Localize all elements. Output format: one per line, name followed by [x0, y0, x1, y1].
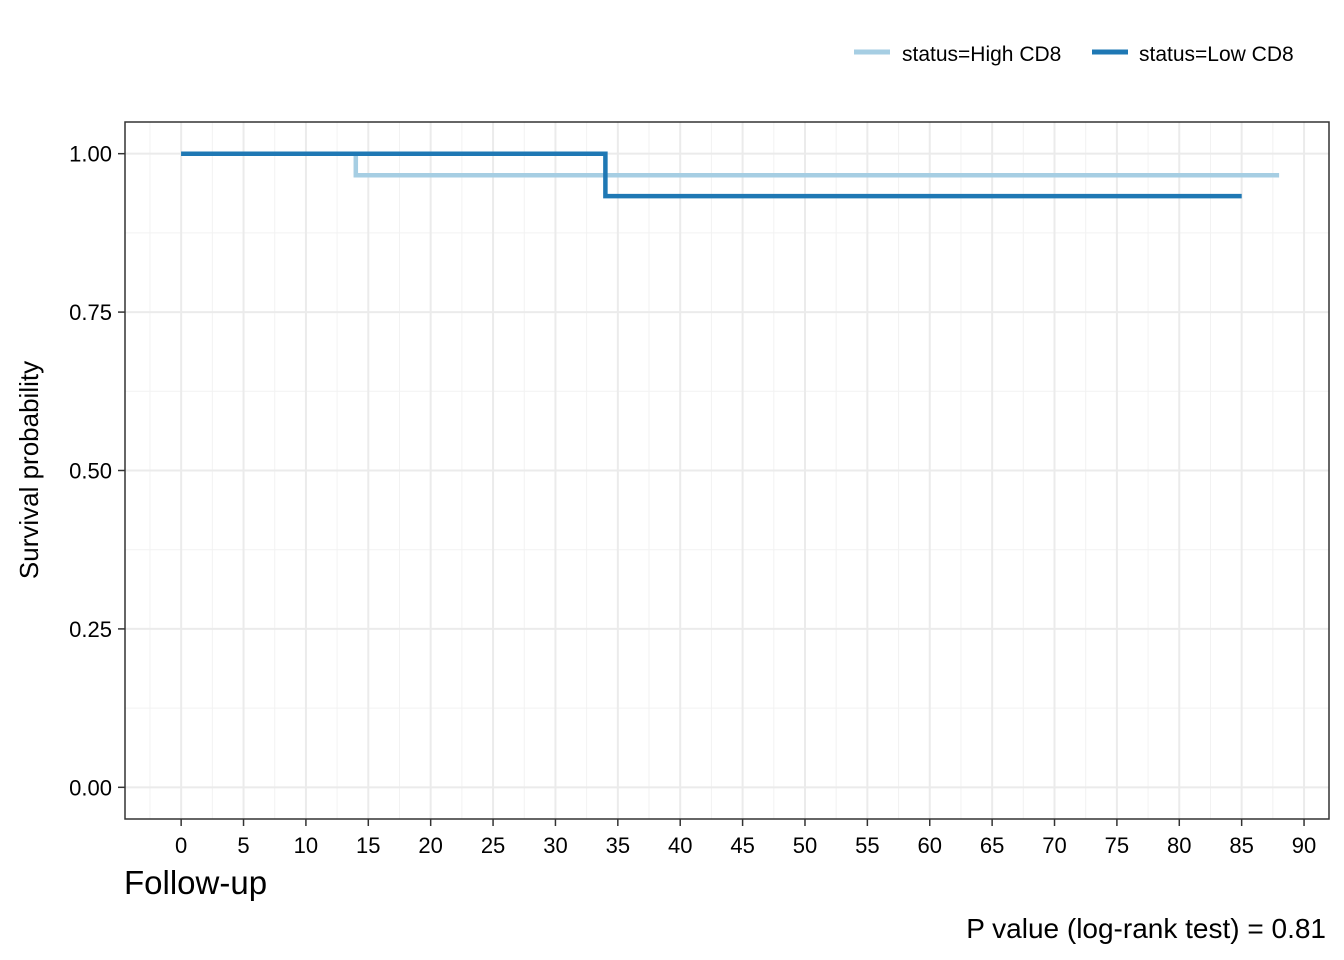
x-tick-label: 70	[1042, 833, 1066, 858]
survival-curve-low-cd8	[181, 151, 1242, 199]
x-tick-label: 80	[1167, 833, 1191, 858]
x-tick-label: 90	[1292, 833, 1316, 858]
x-tick-label: 30	[543, 833, 567, 858]
x-tick-label: 85	[1229, 833, 1253, 858]
x-tick-label: 10	[294, 833, 318, 858]
y-tick-label: 0.25	[69, 617, 112, 642]
p-value-annotation: P value (log-rank test) = 0.81	[966, 913, 1326, 944]
y-axis-label: Survival probability	[14, 361, 44, 579]
y-tick-label: 0.75	[69, 300, 112, 325]
series-layer	[181, 151, 1280, 199]
y-tick-label: 0.00	[69, 775, 112, 800]
survival-curve-high-cd8	[181, 151, 1280, 178]
x-axis: 0 5 10 15 20 25 30 35 40 45 50 55 60 65 70 75 80 85 90	[175, 819, 1316, 858]
x-tick-label: 60	[918, 833, 942, 858]
x-axis-label: Follow-up	[124, 864, 267, 901]
x-tick-label: 5	[237, 833, 249, 858]
x-tick-label: 75	[1105, 833, 1129, 858]
y-tick-label: 1.00	[69, 142, 112, 167]
x-tick-label: 0	[175, 833, 187, 858]
x-tick-label: 55	[855, 833, 879, 858]
y-axis: 0.00 0.25 0.50 0.75 1.00	[69, 142, 125, 800]
legend-label-high-cd8: status=High CD8	[902, 43, 1061, 66]
x-tick-label: 65	[980, 833, 1004, 858]
x-tick-label: 50	[793, 833, 817, 858]
x-tick-label: 40	[668, 833, 692, 858]
y-tick-label: 0.50	[69, 459, 112, 484]
x-tick-label: 15	[356, 833, 380, 858]
legend: status=High CD8 status=Low CD8	[854, 43, 1294, 66]
grid	[125, 122, 1329, 819]
x-tick-label: 25	[481, 833, 505, 858]
x-tick-label: 35	[606, 833, 630, 858]
x-tick-label: 45	[730, 833, 754, 858]
legend-label-low-cd8: status=Low CD8	[1139, 43, 1294, 66]
x-tick-label: 20	[418, 833, 442, 858]
